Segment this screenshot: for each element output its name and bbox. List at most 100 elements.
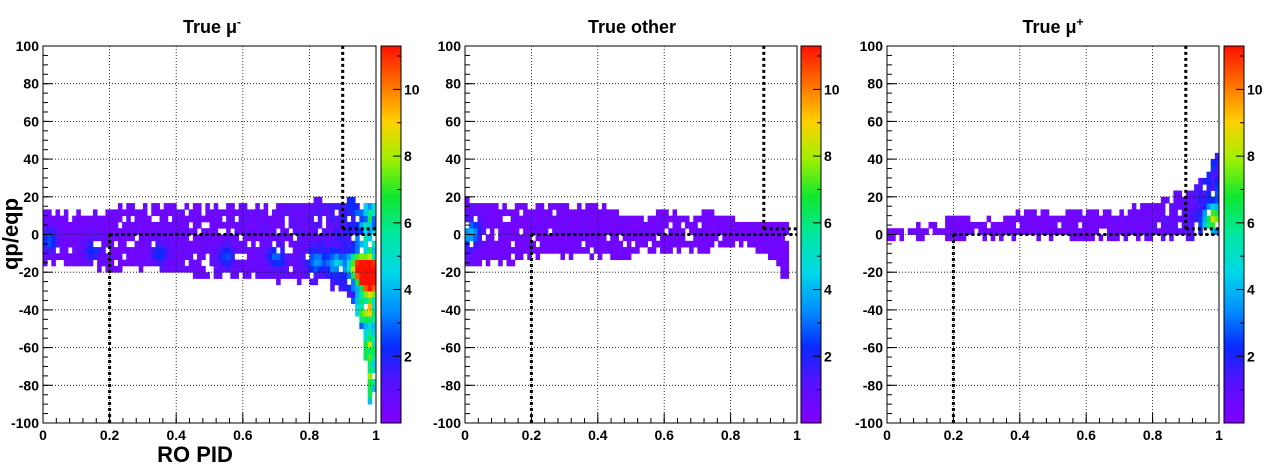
heatmap-cell [709, 228, 715, 235]
heatmap-cell [176, 234, 181, 242]
heatmap-cell [367, 316, 373, 323]
heatmap-cell [1173, 196, 1178, 204]
heatmap-cell [705, 247, 711, 254]
heatmap-cell [159, 253, 165, 261]
heatmap-cell [1156, 228, 1162, 235]
heatmap-cell [1202, 215, 1207, 223]
heatmap-cell [585, 221, 590, 229]
heatmap-cell [552, 221, 557, 229]
heatmap-cell [288, 221, 294, 229]
heatmap-cell [238, 247, 244, 254]
heatmap-cell [772, 228, 777, 235]
heatmap-cell [296, 234, 302, 242]
heatmap-cell [539, 234, 545, 242]
heatmap-cell [184, 228, 190, 235]
heatmap-cell [197, 247, 202, 254]
heatmap-cell [92, 234, 98, 242]
heatmap-cell [221, 247, 227, 254]
heatmap-cell [949, 215, 954, 223]
heatmap-cell [647, 247, 653, 254]
heatmap-cell [367, 328, 373, 336]
heatmap-cell [1086, 234, 1091, 242]
heatmap-cell [982, 221, 987, 229]
heatmap-cell [572, 215, 578, 223]
heatmap-cell [43, 209, 48, 217]
heatmap-cell [552, 215, 557, 223]
heatmap-cell [689, 221, 694, 229]
heatmap-cell [1036, 228, 1041, 235]
heatmap-cell [55, 228, 61, 235]
heatmap-cell [581, 228, 586, 235]
heatmap-cell [1160, 234, 1166, 242]
heatmap-cell [359, 253, 364, 261]
heatmap-cell [502, 253, 507, 261]
heatmap-cell [97, 228, 102, 235]
heatmap-cell [726, 215, 731, 223]
heatmap-cell [895, 228, 900, 235]
x-tick-label: 0 [39, 427, 47, 443]
heatmap-cell [1015, 209, 1021, 217]
heatmap-cell [342, 228, 348, 235]
heatmap-cell [643, 228, 648, 235]
heatmap-cell [88, 221, 94, 229]
heatmap-cell [317, 234, 323, 242]
y-tick-label: -20 [19, 264, 39, 280]
heatmap-cell [167, 203, 173, 210]
heatmap-cell [1094, 228, 1100, 235]
heatmap-cell [705, 221, 711, 229]
heatmap-cell [1082, 228, 1087, 235]
heatmap-cell [321, 240, 327, 248]
heatmap-cell [564, 247, 570, 254]
heatmap-cell [701, 221, 707, 229]
heatmap-cell [255, 234, 260, 242]
heatmap-cell [122, 247, 127, 254]
heatmap-cell [738, 221, 744, 229]
heatmap-cell [965, 228, 971, 235]
heatmap-cell [924, 228, 929, 235]
heatmap-cell [1123, 215, 1129, 223]
heatmap-cell [767, 247, 773, 254]
heatmap-cell [367, 309, 373, 317]
heatmap-cell [631, 221, 636, 229]
heatmap-cell [363, 203, 369, 210]
heatmap-cell [130, 253, 135, 261]
heatmap-cell [1032, 221, 1037, 229]
heatmap-cell [284, 203, 289, 210]
heatmap-cell [301, 247, 306, 254]
heatmap-cell [556, 209, 561, 217]
heatmap-cell [1140, 203, 1145, 210]
heatmap-cell [251, 221, 256, 229]
heatmap-cell [1148, 234, 1153, 242]
heatmap-cell [363, 253, 369, 261]
heatmap-cell [296, 209, 302, 217]
heatmap-cell [1194, 203, 1199, 210]
heatmap-cell [1136, 215, 1141, 223]
heatmap-cell [351, 297, 356, 305]
heatmap-cell [76, 240, 81, 248]
heatmap-cell [714, 215, 719, 223]
heatmap-cell [589, 203, 595, 210]
heatmap-cell [155, 240, 160, 248]
heatmap-cell [601, 209, 607, 217]
heatmap-cell [953, 228, 958, 235]
heatmap-cell [907, 228, 913, 235]
heatmap-cell [84, 247, 90, 254]
heatmap-cell [180, 221, 185, 229]
heatmap-cell [292, 240, 298, 248]
heatmap-cell [1189, 196, 1195, 204]
heatmap-cell [234, 265, 240, 273]
heatmap-cell [188, 259, 194, 267]
heatmap-cell [622, 228, 628, 235]
heatmap-cell [109, 221, 115, 229]
heatmap-cell [138, 240, 144, 248]
heatmap-cell [217, 221, 223, 229]
heatmap-cell [743, 234, 748, 242]
heatmap-cell [1210, 196, 1216, 204]
heatmap-cell [1198, 228, 1203, 235]
heatmap-cell [767, 234, 773, 242]
heatmap-cell [660, 221, 665, 229]
heatmap-cell [982, 234, 987, 242]
heatmap-cell [730, 228, 736, 235]
heatmap-cell [267, 234, 273, 242]
